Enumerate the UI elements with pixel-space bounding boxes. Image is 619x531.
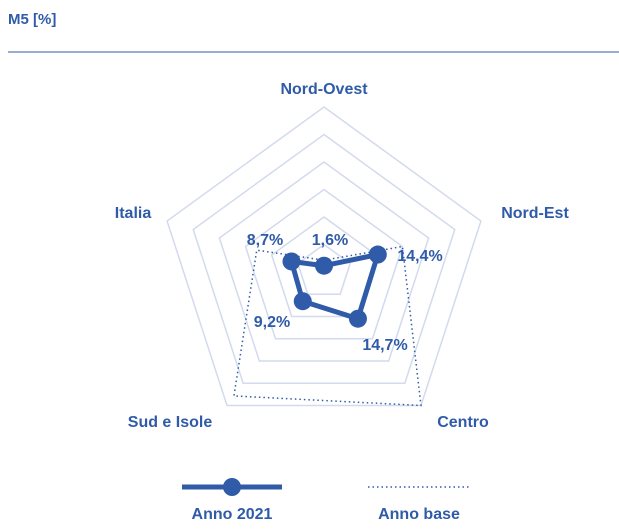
axis-label: Sud e Isole [128,414,213,431]
chart-title: M5 [%] [8,11,56,28]
grid-ring [270,216,378,318]
axis-label: Nord-Ovest [280,81,368,98]
series-point [368,245,387,264]
legend-label: Anno base [378,506,460,523]
legend-label: Anno 2021 [192,506,273,523]
grid-ring [192,133,456,384]
series-line [233,245,422,407]
data-label: 9,2% [254,314,290,331]
series-point [293,292,312,311]
series-point [282,252,301,271]
grid-ring [166,106,482,407]
axis-label: Italia [115,205,152,222]
series-point [348,309,367,328]
grid-ring [244,188,404,340]
data-label: 8,7% [247,232,283,249]
axis-label: Nord-Est [501,205,569,222]
legend-swatch-point [223,478,241,496]
data-label: 14,7% [362,337,407,354]
series-point [315,256,333,275]
axis-label: Centro [437,414,489,431]
data-label: 1,6% [312,232,348,249]
data-label: 14,4% [397,248,442,265]
grid-ring [218,161,430,362]
